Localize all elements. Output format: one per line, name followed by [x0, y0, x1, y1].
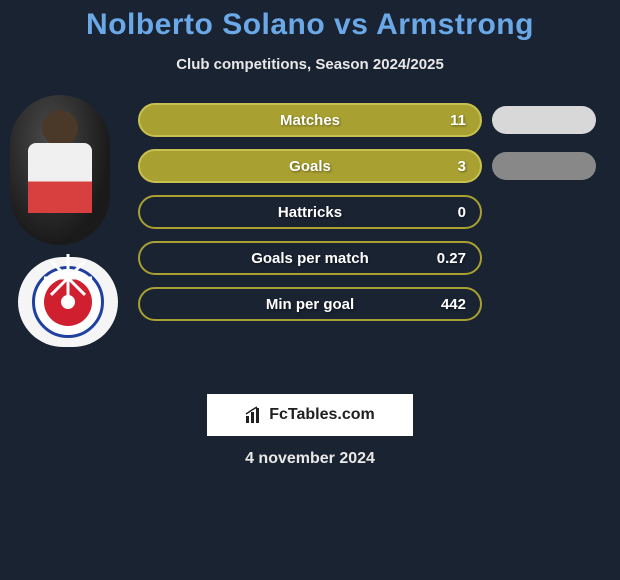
stat-pill: Goals per match 0.27: [138, 241, 482, 275]
comparison-oval: [492, 106, 596, 134]
subtitle: Club competitions, Season 2024/2025: [0, 56, 620, 73]
club-badge: [18, 257, 118, 347]
stat-pill: Hattricks 0: [138, 195, 482, 229]
stat-value: 0: [458, 204, 466, 221]
player-photo: [10, 95, 110, 245]
stat-value: 442: [441, 296, 466, 313]
stat-value: 11: [450, 112, 466, 129]
right-ovals: [492, 103, 600, 198]
footer-brand-badge: FcTables.com: [207, 394, 413, 436]
stat-label: Goals per match: [251, 250, 369, 267]
stat-pill: Min per goal 442: [138, 287, 482, 321]
content-area: Matches 11 Goals 3 Hattricks 0 Goals per match…: [0, 103, 620, 383]
stat-value: 0.27: [437, 250, 466, 267]
badge-wheel: [44, 278, 92, 326]
comparison-oval: [492, 152, 596, 180]
left-images: [10, 95, 120, 347]
badge-inner: [32, 266, 104, 338]
stat-pill: Goals 3: [138, 149, 482, 183]
stat-label: Goals: [289, 158, 331, 175]
stat-pill: Matches 11: [138, 103, 482, 137]
stats-column: Matches 11 Goals 3 Hattricks 0 Goals per match…: [138, 103, 482, 333]
container: Nolberto Solano vs Armstrong Club compet…: [0, 0, 620, 383]
stat-label: Matches: [280, 112, 340, 129]
stat-value: 3: [458, 158, 466, 175]
stat-label: Hattricks: [278, 204, 342, 221]
footer-brand-text: FcTables.com: [269, 406, 375, 424]
stat-label: Min per goal: [266, 296, 354, 313]
chart-icon: [245, 406, 263, 424]
footer-date: 4 november 2024: [245, 450, 375, 468]
page-title: Nolberto Solano vs Armstrong: [0, 8, 620, 42]
